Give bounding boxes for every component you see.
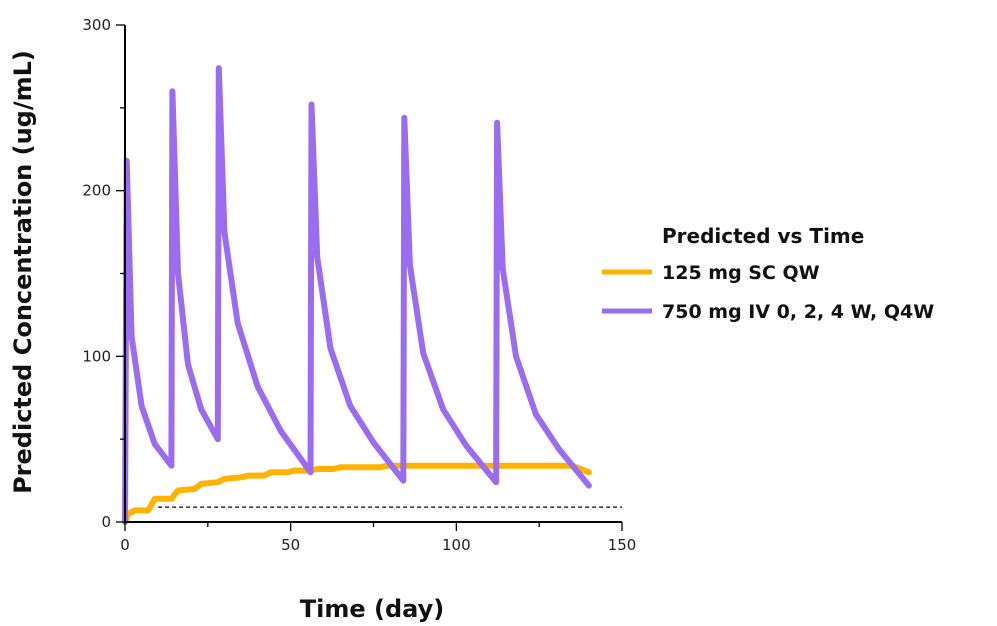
legend-label-125mg: 125 mg SC QW bbox=[662, 262, 820, 284]
x-tick-label: 0 bbox=[120, 536, 130, 554]
series-line-0 bbox=[122, 462, 592, 525]
y-tick-label: 100 bbox=[82, 347, 111, 365]
legend: Predicted vs Time 125 mg SC QW 750 mg IV… bbox=[602, 224, 934, 323]
axes-layer: 0 100 200 300 0 50 100 150 bbox=[82, 16, 636, 554]
x-tick-label: 150 bbox=[608, 536, 637, 554]
y-axis-title: Predicted Concentration (ug/mL) bbox=[9, 50, 37, 494]
x-tick-label: 50 bbox=[281, 536, 300, 554]
x-tick-label: 100 bbox=[442, 536, 471, 554]
legend-title: Predicted vs Time bbox=[662, 224, 864, 248]
x-axis-title: Time (day) bbox=[300, 595, 444, 623]
y-tick-label: 0 bbox=[101, 513, 111, 531]
series-line-1 bbox=[122, 65, 592, 525]
series-layer bbox=[122, 65, 622, 525]
y-tick-label: 200 bbox=[82, 182, 111, 200]
legend-label-750mg: 750 mg IV 0, 2, 4 W, Q4W bbox=[662, 301, 934, 323]
y-tick-label: 300 bbox=[82, 16, 111, 34]
